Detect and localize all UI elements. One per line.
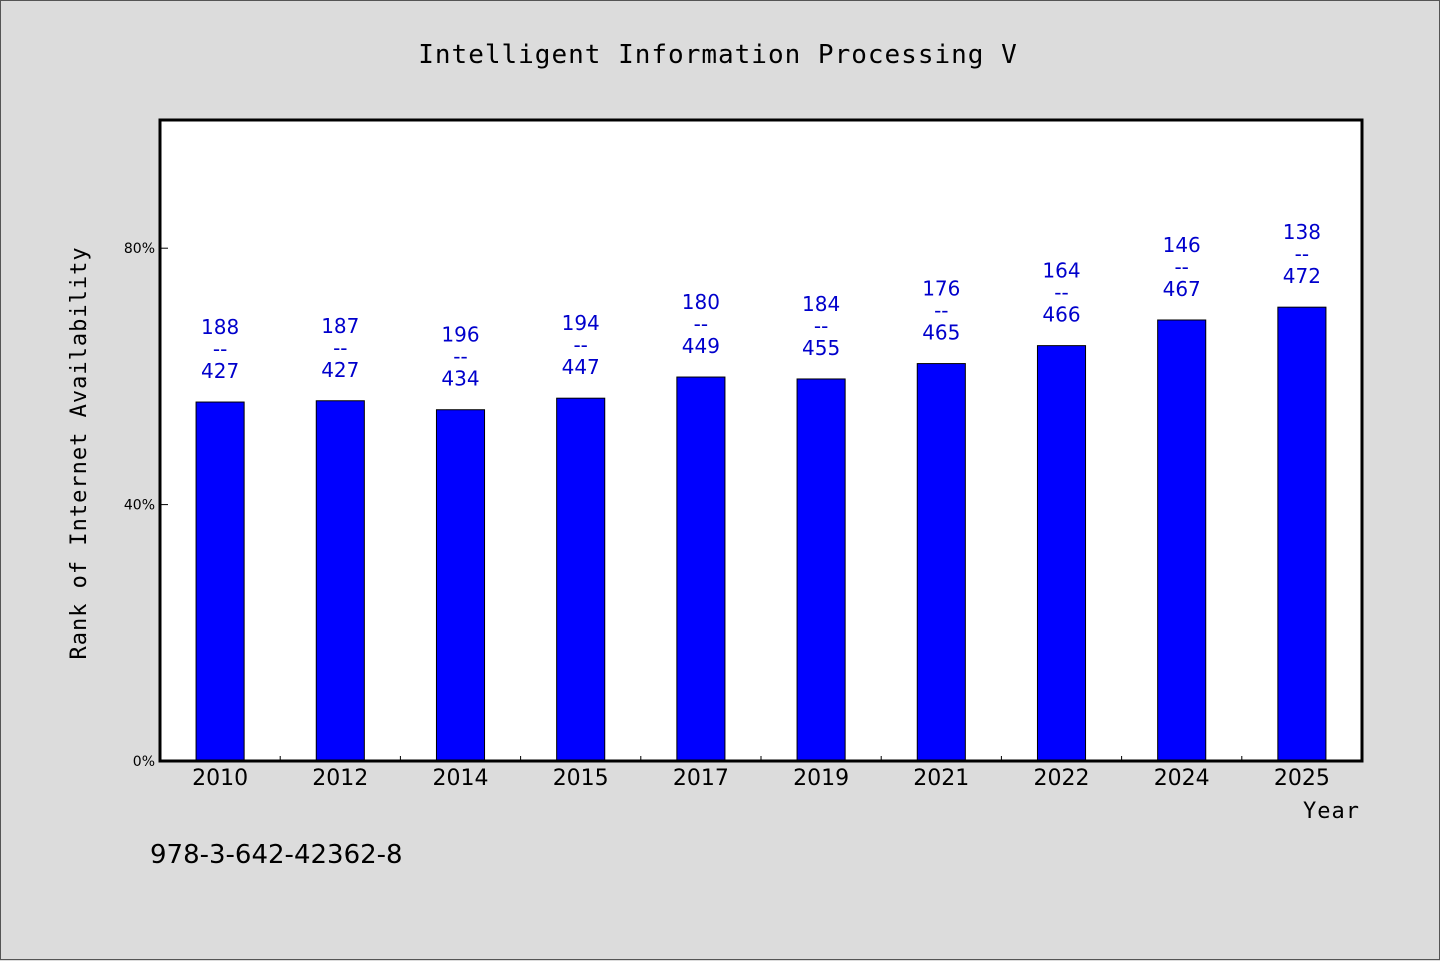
y-axis-label: Rank of Internet Availability <box>67 246 92 659</box>
bar-2025 <box>1277 306 1327 762</box>
x-tick-label-2025: 2025 <box>1274 766 1330 791</box>
data-labels-layer: 188--427187--427196--434194--447180--449… <box>201 220 1321 391</box>
bar-2012 <box>315 400 365 762</box>
x-axis: 2010 2012 2014 2015 2017 2019 2021 2022 2024 2025 <box>192 756 1330 791</box>
data-label-total-2025: 472 <box>1283 264 1321 288</box>
x-tick-label-2012: 2012 <box>312 766 368 791</box>
bars-layer <box>195 306 1327 762</box>
bar-2014 <box>435 409 486 762</box>
bar-2017 <box>676 376 726 762</box>
y-tick-label: 0% <box>133 754 155 770</box>
bar-2021 <box>916 363 966 762</box>
x-tick-label-2015: 2015 <box>553 766 609 791</box>
y-tick-label: 40% <box>124 498 155 514</box>
x-tick-label-2024: 2024 <box>1154 766 1210 791</box>
data-label-rank-2024: 146 <box>1163 233 1201 257</box>
x-tick-label-2017: 2017 <box>673 766 729 791</box>
data-label-sep-2022: -- <box>1054 281 1068 305</box>
data-label-total-2024: 467 <box>1163 277 1201 301</box>
data-label-rank-2019: 184 <box>802 292 840 316</box>
data-label-rank-2012: 187 <box>321 314 359 338</box>
data-label-sep-2019: -- <box>814 314 828 338</box>
y-tick-label: 80% <box>124 241 155 257</box>
data-label-rank-2025: 138 <box>1283 220 1321 244</box>
plot-border <box>158 118 1364 763</box>
x-tick-label-2019: 2019 <box>793 766 849 791</box>
bar-2024 <box>1157 319 1207 762</box>
data-label-rank-2022: 164 <box>1042 259 1080 283</box>
x-tick-label-2014: 2014 <box>433 766 489 791</box>
data-label-total-2022: 466 <box>1042 303 1080 327</box>
data-label-sep-2025: -- <box>1295 242 1309 266</box>
bar-2015 <box>556 397 606 762</box>
data-label-total-2012: 427 <box>321 358 359 382</box>
data-label-rank-2010: 188 <box>201 315 239 339</box>
data-label-rank-2021: 176 <box>922 277 960 301</box>
data-label-sep-2012: -- <box>333 336 347 360</box>
bar-2022 <box>1036 345 1087 762</box>
bar-2019 <box>796 378 846 762</box>
x-axis-label: Year <box>1303 799 1360 824</box>
data-label-rank-2014: 196 <box>441 323 479 347</box>
chart-title: Intelligent Information Processing V <box>418 40 1018 70</box>
data-label-total-2019: 455 <box>802 336 840 360</box>
bar-2010 <box>195 401 245 762</box>
data-label-total-2017: 449 <box>682 334 720 358</box>
footer-isbn: 978-3-642-42362-8 <box>150 840 403 870</box>
data-label-sep-2024: -- <box>1174 255 1188 279</box>
data-label-rank-2017: 180 <box>682 290 720 314</box>
data-label-sep-2010: -- <box>213 337 227 361</box>
data-label-sep-2021: -- <box>934 299 948 323</box>
data-label-total-2021: 465 <box>922 321 960 345</box>
data-label-rank-2015: 194 <box>562 311 600 335</box>
data-label-total-2014: 434 <box>441 367 479 391</box>
data-label-total-2010: 427 <box>201 359 239 383</box>
data-label-total-2015: 447 <box>562 355 600 379</box>
data-label-sep-2017: -- <box>694 312 708 336</box>
x-tick-label-2010: 2010 <box>192 766 248 791</box>
x-tick-label-2021: 2021 <box>913 766 969 791</box>
data-label-sep-2014: -- <box>453 345 467 369</box>
data-label-sep-2015: -- <box>573 333 587 357</box>
x-tick-label-2022: 2022 <box>1034 766 1090 791</box>
